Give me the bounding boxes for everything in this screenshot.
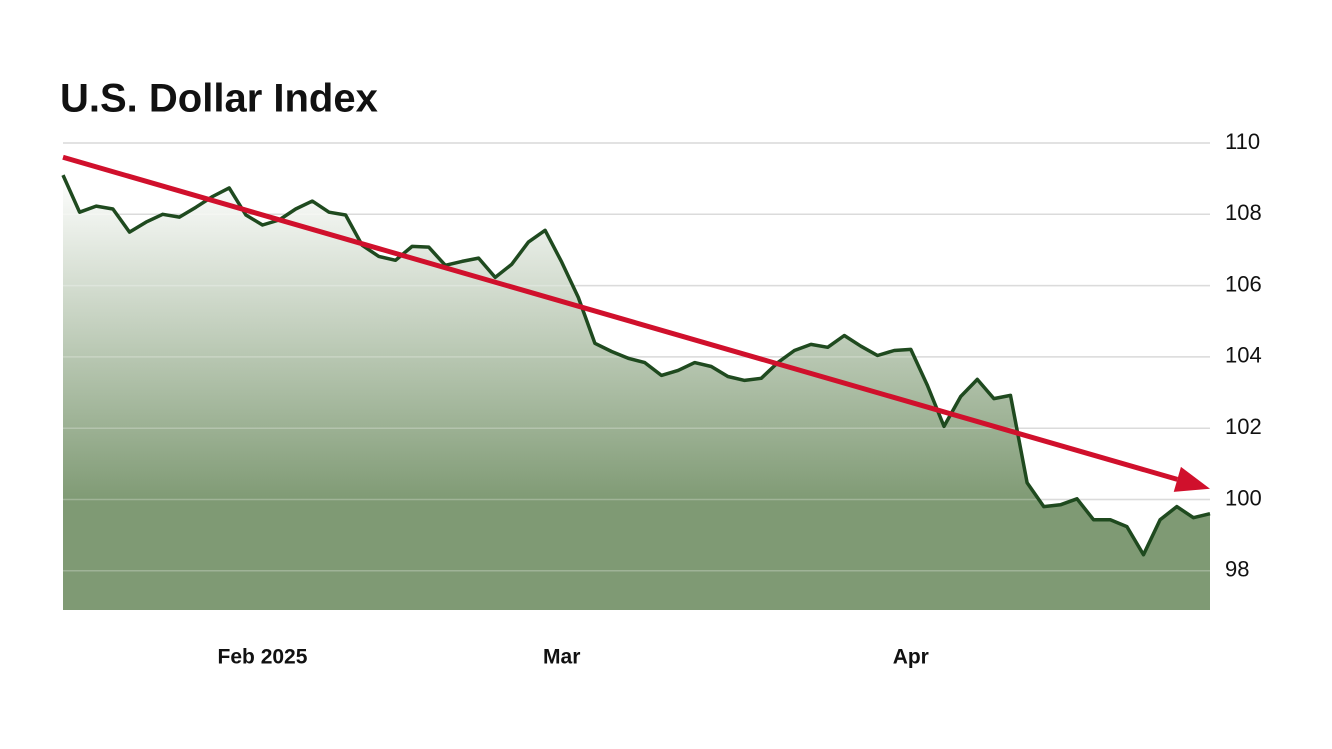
y-tick-label: 108: [1225, 200, 1262, 225]
y-tick-label: 100: [1225, 485, 1262, 510]
chart-title: U.S. Dollar Index: [60, 77, 378, 121]
trend-line: [62, 154, 1179, 482]
y-tick-label: 104: [1225, 343, 1262, 368]
y-tick-label: 110: [1225, 129, 1260, 154]
y-tick-label: 106: [1225, 271, 1262, 296]
x-tick-label: Mar: [543, 646, 580, 669]
area-fill: [63, 175, 1210, 610]
y-tick-label: 98: [1225, 557, 1249, 582]
trend-arrowhead: [1173, 466, 1210, 492]
x-tick-label: Feb 2025: [218, 646, 308, 669]
line: [61, 174, 1211, 557]
x-tick-label: Apr: [893, 646, 929, 669]
y-tick-label: 102: [1225, 414, 1262, 439]
